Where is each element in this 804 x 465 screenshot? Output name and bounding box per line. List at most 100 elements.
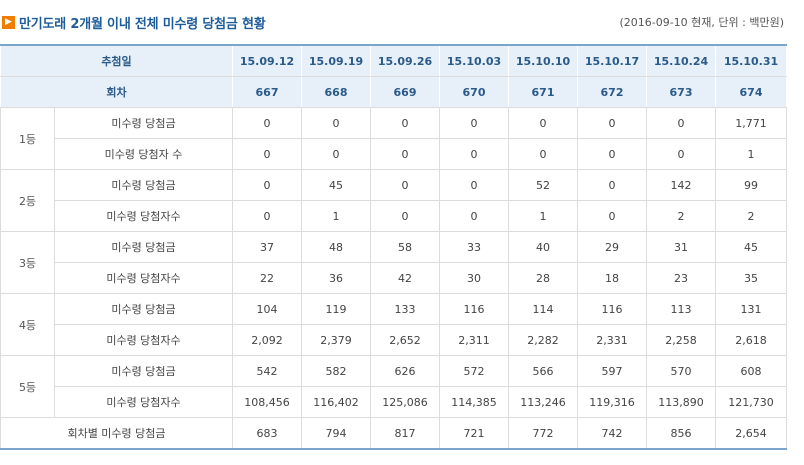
value-cell: 2,379 (301, 324, 371, 356)
round-cell: 671 (508, 76, 578, 108)
total-value-cell: 721 (439, 417, 509, 450)
value-cell: 2,331 (577, 324, 647, 356)
rank-label: 5등 (0, 355, 55, 418)
round-cell: 670 (439, 76, 509, 108)
value-cell: 0 (232, 169, 302, 201)
value-cell: 121,730 (715, 386, 787, 418)
table-row: 미수령 당첨자수 0 1 0 0 1 0 2 2 (1, 200, 787, 232)
value-cell: 23 (646, 262, 716, 294)
value-cell: 33 (439, 231, 509, 263)
table-row: 1등 미수령 당첨금 0 0 0 0 0 0 0 1,771 (0, 107, 787, 170)
value-cell: 108,456 (232, 386, 302, 418)
value-cell: 626 (370, 355, 440, 387)
value-cell: 0 (370, 107, 440, 139)
value-cell: 116,402 (301, 386, 371, 418)
round-header: 회차 (0, 76, 233, 108)
total-value-cell: 856 (646, 417, 716, 450)
value-cell: 542 (232, 355, 302, 387)
value-cell: 119 (301, 293, 371, 325)
total-value-cell: 772 (508, 417, 578, 450)
value-cell: 45 (715, 231, 787, 263)
value-cell: 52 (508, 169, 578, 201)
value-cell: 40 (508, 231, 578, 263)
value-cell: 0 (232, 107, 302, 139)
value-cell: 2,258 (646, 324, 716, 356)
value-cell: 116 (439, 293, 509, 325)
draw-date-cell: 15.10.10 (508, 44, 578, 77)
draw-date-cell: 15.10.03 (439, 44, 509, 77)
value-cell: 30 (439, 262, 509, 294)
value-cell: 0 (232, 138, 302, 170)
value-cell: 608 (715, 355, 787, 387)
value-cell: 114 (508, 293, 578, 325)
value-cell: 131 (715, 293, 787, 325)
value-cell: 42 (370, 262, 440, 294)
value-cell: 28 (508, 262, 578, 294)
value-cell: 0 (439, 138, 509, 170)
value-cell: 2 (715, 200, 787, 232)
value-cell: 2 (646, 200, 716, 232)
row-label: 미수령 당첨금 (54, 107, 233, 139)
value-cell: 2,652 (370, 324, 440, 356)
value-cell: 99 (715, 169, 787, 201)
value-cell: 0 (301, 107, 371, 139)
value-cell: 0 (577, 107, 647, 139)
table-row: 미수령 당첨자수 2,092 2,379 2,652 2,311 2,282 2,331 2,… (1, 324, 787, 356)
row-label: 미수령 당첨금 (54, 231, 233, 263)
rank-label: 3등 (0, 231, 55, 294)
table-row: 2등 미수령 당첨금 0 45 0 0 52 0 142 99 (0, 169, 787, 232)
rank-label: 1등 (0, 107, 55, 170)
row-label: 미수령 당첨자수 (54, 386, 233, 418)
round-cell: 674 (715, 76, 787, 108)
date-unit-note: (2016-09-10 현재, 단위 : 백만원) (619, 16, 784, 29)
unclaimed-prize-table: 추첨일 15.09.12 15.09.19 15.09.26 15.10.03 15.1… (0, 44, 787, 450)
round-cell: 667 (232, 76, 302, 108)
value-cell: 1 (301, 200, 371, 232)
table-row: 5등 미수령 당첨금 542 582 626 572 566 597 570 608 (0, 355, 787, 418)
value-cell: 36 (301, 262, 371, 294)
total-value-cell: 794 (301, 417, 371, 450)
rank-label: 4등 (0, 293, 55, 356)
value-cell: 0 (301, 138, 371, 170)
draw-date-cell: 15.09.12 (232, 44, 302, 77)
page-title: 만기도래 2개월 이내 전체 미수령 당첨금 현황 (19, 17, 266, 32)
row-label: 미수령 당첨금 (54, 169, 233, 201)
round-cell: 672 (577, 76, 647, 108)
round-cell: 669 (370, 76, 440, 108)
row-label: 미수령 당첨자수 (54, 200, 233, 232)
row-label: 미수령 당첨금 (54, 355, 233, 387)
value-cell: 114,385 (439, 386, 509, 418)
value-cell: 113,246 (508, 386, 578, 418)
round-cell: 668 (301, 76, 371, 108)
value-cell: 133 (370, 293, 440, 325)
value-cell: 31 (646, 231, 716, 263)
value-cell: 125,086 (370, 386, 440, 418)
value-cell: 0 (577, 169, 647, 201)
page-header: ▶ 만기도래 2개월 이내 전체 미수령 당첨금 현황 (2016-09-10 … (0, 0, 804, 36)
value-cell: 35 (715, 262, 787, 294)
draw-date-row: 추첨일 15.09.12 15.09.19 15.09.26 15.10.03 15.1… (0, 44, 787, 77)
table-row: 미수령 당첨자수 108,456 116,402 125,086 114,385 113,… (1, 386, 787, 418)
table-row: 3등 미수령 당첨금 37 48 58 33 40 29 31 45 (0, 231, 787, 294)
value-cell: 1,771 (715, 107, 787, 139)
draw-date-header: 추첨일 (0, 44, 233, 77)
draw-date-cell: 15.10.24 (646, 44, 716, 77)
table-row: 미수령 당첨자수 22 36 42 30 28 18 23 35 (1, 262, 787, 294)
value-cell: 0 (439, 107, 509, 139)
value-cell: 0 (646, 138, 716, 170)
value-cell: 22 (232, 262, 302, 294)
row-label: 미수령 당첨자수 (54, 262, 233, 294)
value-cell: 572 (439, 355, 509, 387)
total-label: 회차별 미수령 당첨금 (0, 417, 233, 450)
row-label: 미수령 당첨자 수 (54, 138, 233, 170)
value-cell: 0 (577, 200, 647, 232)
value-cell: 2,282 (508, 324, 578, 356)
total-value-cell: 683 (232, 417, 302, 450)
value-cell: 2,311 (439, 324, 509, 356)
value-cell: 0 (577, 138, 647, 170)
round-cell: 673 (646, 76, 716, 108)
draw-date-cell: 15.10.31 (715, 44, 787, 77)
row-label: 미수령 당첨금 (54, 293, 233, 325)
value-cell: 1 (715, 138, 787, 170)
